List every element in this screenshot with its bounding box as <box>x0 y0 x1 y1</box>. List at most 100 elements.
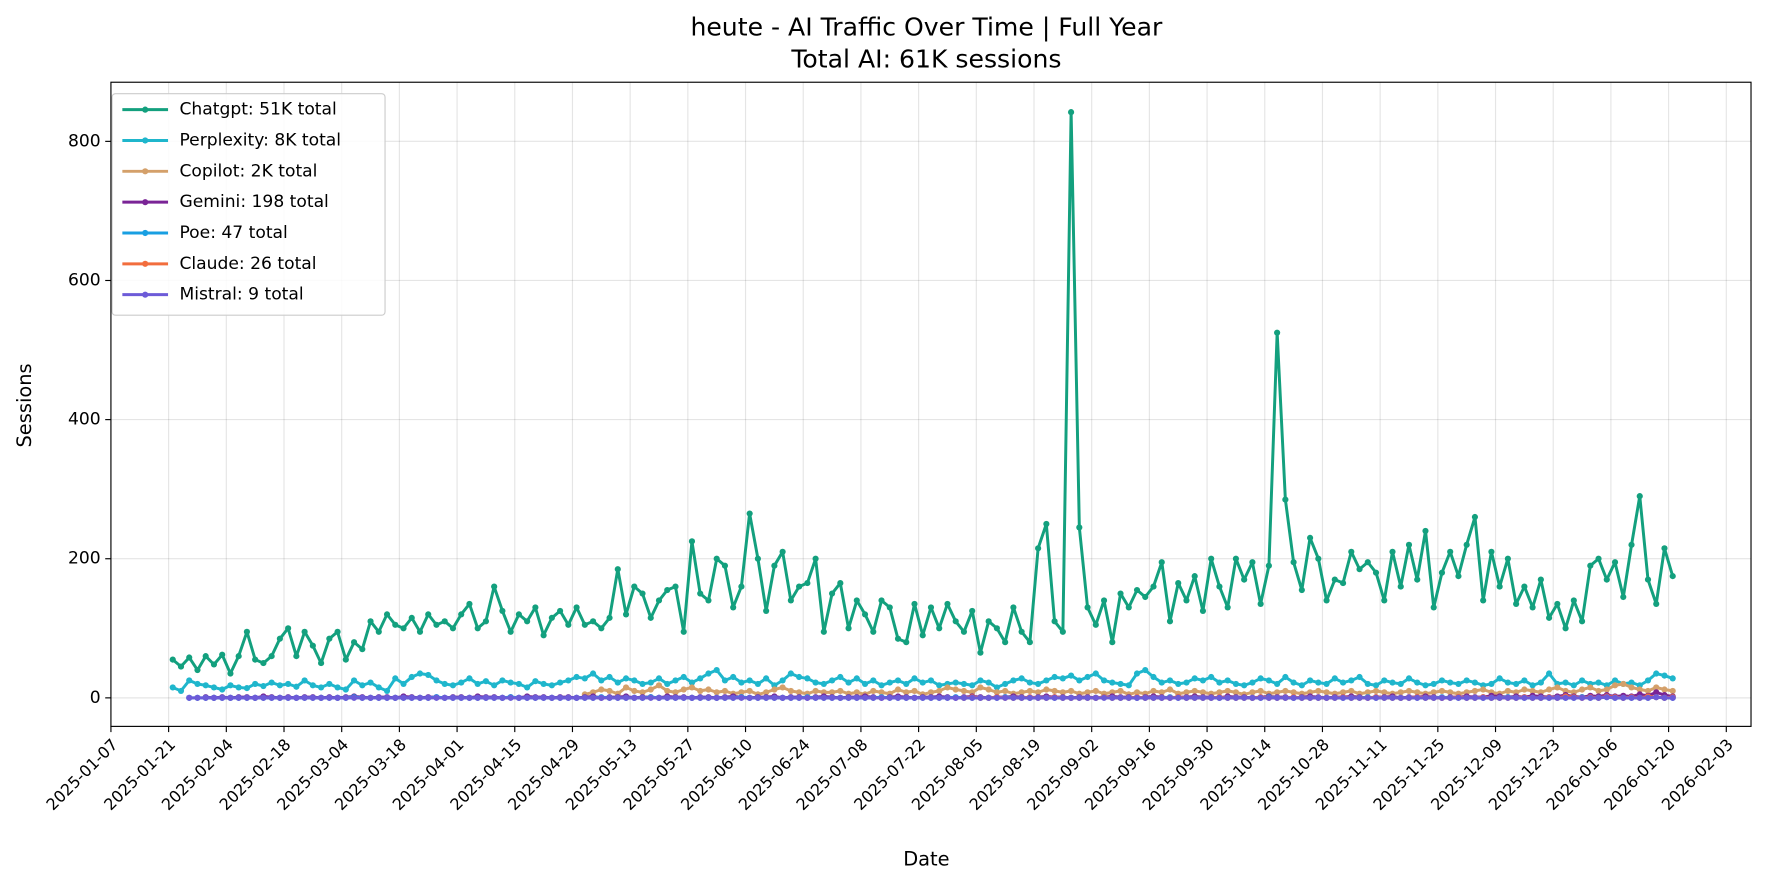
data-point <box>1554 684 1561 691</box>
data-point <box>1529 604 1536 611</box>
data-point <box>1290 559 1297 566</box>
data-point <box>367 618 374 625</box>
data-point <box>812 694 819 701</box>
data-point <box>1611 694 1619 701</box>
data-point <box>647 686 654 693</box>
data-point <box>301 628 308 635</box>
legend-marker <box>142 106 149 113</box>
data-point <box>713 555 720 562</box>
data-point <box>515 680 522 688</box>
data-point <box>1290 679 1297 686</box>
data-point <box>1471 694 1479 701</box>
data-point <box>1339 689 1347 696</box>
data-point <box>1620 680 1627 688</box>
data-point <box>1043 520 1050 528</box>
data-point <box>1504 687 1511 694</box>
data-point <box>1067 687 1075 694</box>
data-point <box>894 686 902 693</box>
data-point <box>1175 680 1182 688</box>
data-point <box>235 694 242 701</box>
data-point <box>1480 597 1487 604</box>
data-point <box>1216 583 1223 590</box>
data-point <box>672 677 679 684</box>
data-point <box>548 694 555 701</box>
data-point <box>1265 694 1272 701</box>
data-point <box>1447 694 1454 701</box>
legend-label: Copilot: 2K total <box>179 161 317 181</box>
data-point <box>1595 687 1602 694</box>
data-point <box>1364 689 1371 696</box>
data-point <box>1059 628 1066 635</box>
data-point <box>367 679 374 686</box>
data-point <box>614 694 621 701</box>
data-point <box>1183 694 1190 701</box>
data-point <box>532 678 539 685</box>
data-point <box>1076 524 1083 531</box>
data-point <box>1438 677 1446 684</box>
data-point <box>1257 675 1264 682</box>
data-point <box>1076 694 1083 701</box>
data-point <box>1232 680 1239 688</box>
data-point <box>194 666 201 674</box>
data-point <box>1216 679 1223 686</box>
data-point <box>697 675 704 682</box>
data-point <box>1529 687 1536 694</box>
data-point <box>1570 682 1577 689</box>
data-point <box>1191 694 1198 701</box>
data-point <box>1381 597 1388 604</box>
data-point <box>1067 109 1075 116</box>
data-point <box>861 680 869 688</box>
data-point <box>1661 672 1668 679</box>
data-point <box>796 673 803 681</box>
data-point <box>1265 677 1272 684</box>
data-point <box>1496 583 1503 590</box>
data-point <box>515 611 522 618</box>
data-point <box>210 661 218 668</box>
data-point <box>219 651 226 658</box>
data-point <box>1430 694 1437 701</box>
data-point <box>252 694 259 701</box>
data-point <box>1364 694 1371 701</box>
data-point <box>870 628 877 635</box>
data-point <box>969 694 976 701</box>
data-point <box>944 694 951 701</box>
data-point <box>1348 548 1355 555</box>
data-point <box>383 687 391 694</box>
data-point <box>828 590 836 597</box>
data-point <box>894 635 902 642</box>
data-point <box>1488 680 1495 688</box>
data-point <box>1224 694 1231 701</box>
data-point <box>688 684 696 691</box>
legend-marker <box>142 137 149 144</box>
data-point <box>886 679 893 686</box>
data-point <box>985 679 992 686</box>
data-point <box>1587 684 1594 691</box>
data-point <box>1051 687 1058 694</box>
data-point <box>227 682 234 689</box>
data-point <box>1546 614 1553 621</box>
data-point <box>186 694 193 701</box>
data-point <box>730 604 737 611</box>
data-point <box>1208 694 1215 701</box>
data-point <box>252 680 259 688</box>
data-point <box>754 680 761 688</box>
data-point <box>532 604 539 611</box>
data-point <box>1274 329 1281 336</box>
data-point <box>1199 689 1207 696</box>
data-point <box>1133 670 1141 677</box>
data-point <box>1282 694 1289 701</box>
data-point <box>1315 555 1322 562</box>
data-point <box>186 677 193 684</box>
data-point <box>491 682 498 689</box>
data-point <box>1323 597 1330 604</box>
data-point <box>524 694 531 701</box>
data-point <box>969 682 976 689</box>
data-point <box>194 680 201 688</box>
data-point <box>730 673 737 681</box>
data-point <box>507 628 514 635</box>
data-point <box>581 694 588 701</box>
data-point <box>1150 687 1157 694</box>
data-point <box>1059 694 1066 701</box>
data-point <box>458 694 465 701</box>
